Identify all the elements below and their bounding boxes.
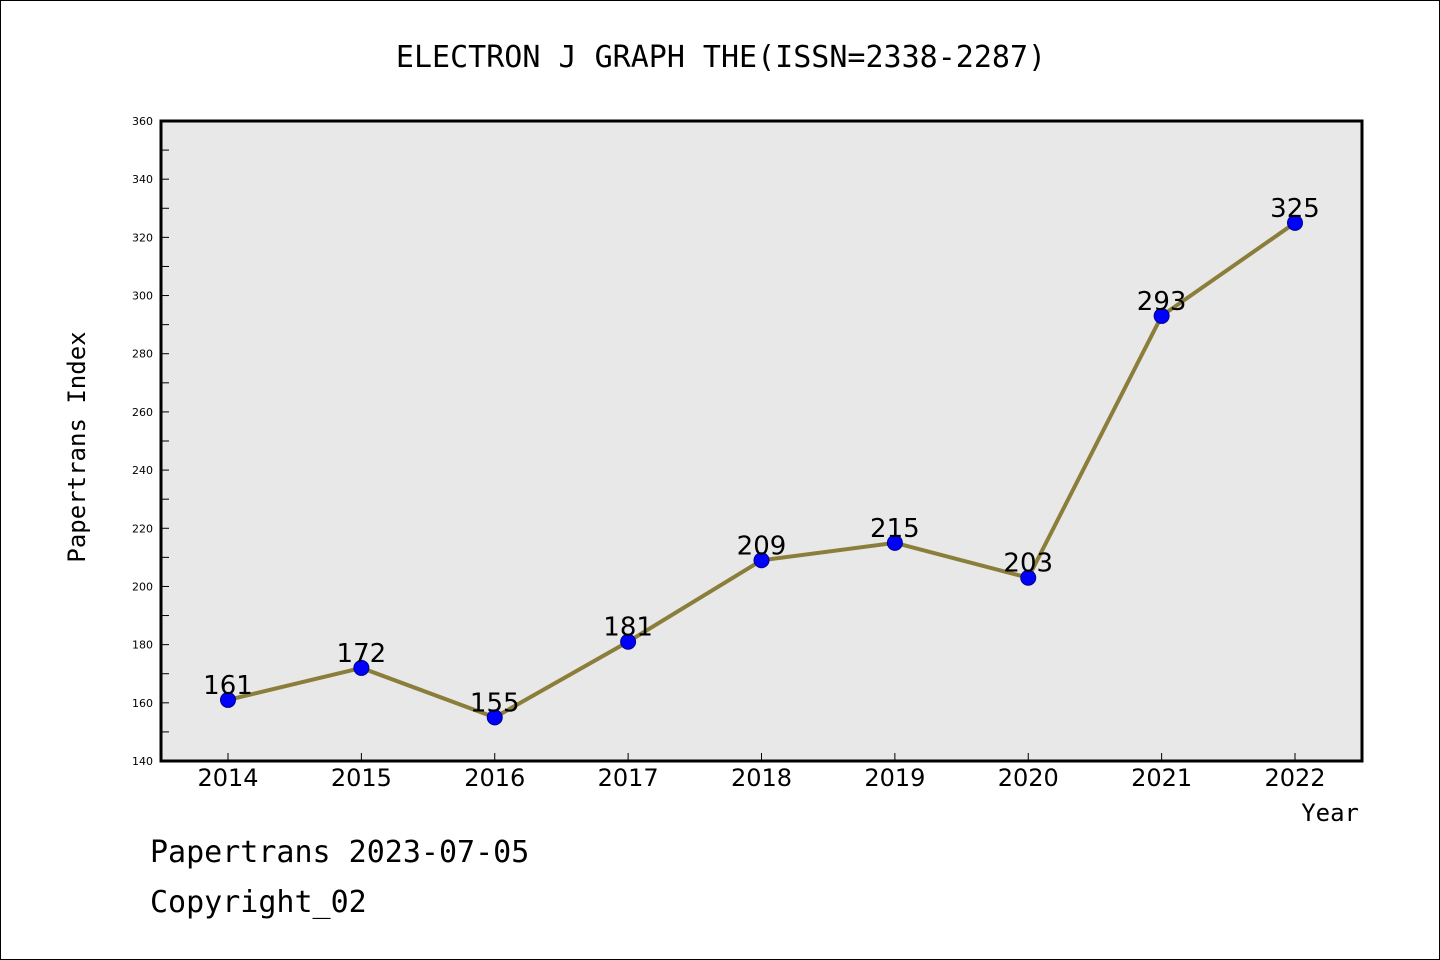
x-tick-label: 2016 [464,764,525,792]
x-tick-label: 2020 [998,764,1059,792]
y-tick-label: 300 [132,290,153,303]
x-tick-label: 2018 [731,764,792,792]
x-axis-label: Year [1301,799,1359,827]
data-label: 203 [1003,549,1053,579]
y-tick-label: 200 [132,580,153,593]
x-tick-label: 2017 [598,764,659,792]
data-point [753,552,770,569]
footer-copyright: Copyright_02 [150,885,367,920]
y-tick-label: 280 [132,348,153,361]
data-label: 209 [737,531,787,561]
y-tick-label: 320 [132,231,153,244]
data-label: 325 [1270,194,1320,224]
data-label: 161 [203,671,253,701]
data-label: 172 [337,639,387,669]
data-label: 181 [603,613,653,643]
data-point [1153,307,1170,324]
x-tick-label: 2015 [331,764,392,792]
y-tick-label: 360 [132,115,153,128]
data-point [1020,569,1037,586]
y-tick-label: 240 [132,464,153,477]
footer-date: Papertrans 2023-07-05 [150,835,530,870]
y-axis-label: Papertrans Index [63,331,91,562]
y-tick-label: 260 [132,406,153,419]
x-tick-label: 2019 [864,764,925,792]
data-point [1287,214,1303,231]
x-tick-label: 2014 [197,764,258,792]
x-tick-label: 2021 [1131,764,1192,792]
x-tick-label: 2022 [1264,764,1325,792]
plot-area: 140 160 180 200 220 240 260 280 300 320 340 360 2014… [132,115,1364,792]
y-tick-label: 340 [132,173,153,186]
y-tick-label: 220 [132,522,153,535]
data-label: 215 [870,514,920,544]
data-point [486,709,503,726]
data-point [353,659,370,676]
data-label: 293 [1137,287,1187,317]
data-point [620,633,637,650]
data-point [886,534,903,551]
data-label: 155 [470,688,520,718]
y-tick-label: 160 [132,697,153,710]
y-tick-label: 140 [132,755,153,768]
data-point [220,691,236,708]
chart-title: ELECTRON J GRAPH THE(ISSN=2338-2287) [396,40,1046,75]
plot-background [161,121,1362,761]
plot-frame [159,119,1364,763]
y-tick-label: 180 [132,639,153,652]
